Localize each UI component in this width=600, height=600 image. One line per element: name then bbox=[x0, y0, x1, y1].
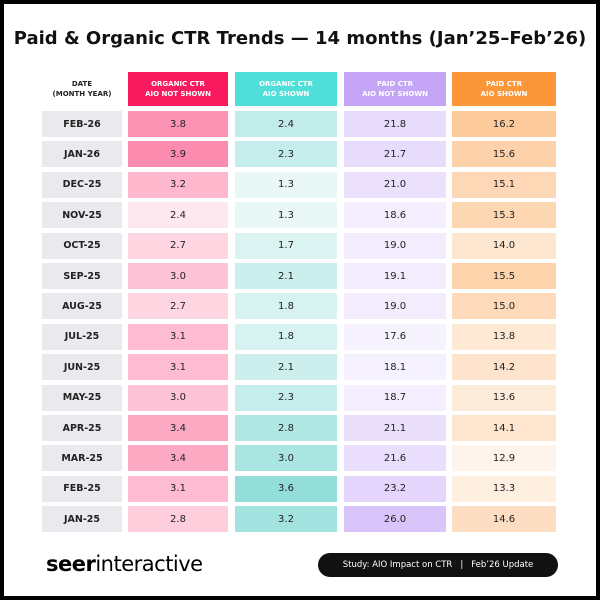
date-cell: SEP-25 bbox=[42, 263, 122, 289]
value-cell: 14.0 bbox=[452, 232, 556, 259]
logo-bold: seer bbox=[46, 552, 96, 576]
value-cell: 21.0 bbox=[344, 171, 446, 198]
date-cell: JAN-26 bbox=[42, 141, 122, 168]
value-cell: 12.9 bbox=[452, 445, 556, 472]
date-cell: FEB-26 bbox=[42, 111, 122, 137]
value-cell: 15.6 bbox=[452, 141, 556, 168]
header-line: AIO SHOWN bbox=[480, 90, 528, 98]
value-cell: 3.0 bbox=[128, 263, 228, 289]
value-cell: 19.0 bbox=[344, 293, 446, 320]
value-cell: 18.6 bbox=[344, 202, 446, 229]
value-cell: 15.3 bbox=[452, 202, 556, 229]
header-line: DATE bbox=[71, 80, 93, 88]
value-cell: 3.6 bbox=[235, 475, 337, 502]
date-cell: OCT-25 bbox=[42, 232, 122, 259]
value-cell: 3.1 bbox=[128, 323, 228, 350]
value-cell: 14.6 bbox=[452, 506, 556, 533]
value-cell: 21.6 bbox=[344, 445, 446, 472]
value-cell: 1.8 bbox=[235, 293, 337, 320]
value-cell: 2.4 bbox=[235, 111, 337, 137]
date-cell: AUG-25 bbox=[42, 293, 122, 320]
value-cell: 2.7 bbox=[128, 232, 228, 259]
value-cell: 13.3 bbox=[452, 475, 556, 502]
value-cell: 2.8 bbox=[235, 415, 337, 441]
date-cell: APR-25 bbox=[42, 415, 122, 441]
value-cell: 15.1 bbox=[452, 171, 556, 198]
value-cell: 15.5 bbox=[452, 263, 556, 289]
value-cell: 2.3 bbox=[235, 141, 337, 168]
value-cell: 2.1 bbox=[235, 263, 337, 289]
date-cell: FEB-25 bbox=[42, 475, 122, 502]
value-cell: 2.3 bbox=[235, 384, 337, 411]
title: Paid & Organic CTR Trends — 14 months (J… bbox=[13, 28, 587, 49]
column-header: PAID CTR AIO SHOWN bbox=[452, 72, 556, 106]
badge-separator: | bbox=[460, 560, 464, 570]
value-cell: 19.0 bbox=[344, 232, 446, 259]
value-cell: 3.1 bbox=[128, 475, 228, 502]
value-cell: 3.2 bbox=[128, 171, 228, 198]
date-cell: MAY-25 bbox=[42, 384, 122, 411]
value-cell: 1.3 bbox=[235, 202, 337, 229]
value-cell: 1.8 bbox=[235, 323, 337, 350]
column-header: ORGANIC CTR AIO SHOWN bbox=[235, 72, 337, 106]
column-header: PAID CTR AIO NOT SHOWN bbox=[344, 72, 446, 106]
value-cell: 21.7 bbox=[344, 141, 446, 168]
column-header: ORGANIC CTR AIO NOT SHOWN bbox=[128, 72, 228, 106]
value-cell: 3.2 bbox=[235, 506, 337, 533]
value-cell: 13.6 bbox=[452, 384, 556, 411]
value-cell: 3.0 bbox=[128, 384, 228, 411]
header-line: AIO SHOWN bbox=[262, 90, 310, 98]
value-cell: 18.7 bbox=[344, 384, 446, 411]
value-cell: 16.2 bbox=[452, 111, 556, 137]
value-cell: 3.9 bbox=[128, 141, 228, 168]
logo: seerinteractive bbox=[46, 552, 203, 576]
header-line: AIO NOT SHOWN bbox=[362, 90, 428, 98]
header-line: PAID CTR bbox=[376, 80, 414, 88]
header-line: ORGANIC CTR bbox=[259, 80, 313, 88]
value-cell: 2.7 bbox=[128, 293, 228, 320]
value-cell: 3.4 bbox=[128, 415, 228, 441]
value-cell: 3.0 bbox=[235, 445, 337, 472]
value-cell: 1.7 bbox=[235, 232, 337, 259]
value-cell: 3.8 bbox=[128, 111, 228, 137]
header-line: ORGANIC CTR bbox=[151, 80, 205, 88]
value-cell: 2.8 bbox=[128, 506, 228, 533]
value-cell: 19.1 bbox=[344, 263, 446, 289]
header-line: AIO NOT SHOWN bbox=[145, 90, 211, 98]
value-cell: 1.3 bbox=[235, 171, 337, 198]
badge-study: Study: AIO Impact on CTR bbox=[342, 560, 453, 570]
source-badge: Study: AIO Impact on CTR | Feb’26 Update bbox=[318, 553, 558, 577]
value-cell: 18.1 bbox=[344, 354, 446, 381]
date-cell: JUN-25 bbox=[42, 354, 122, 381]
date-cell: MAR-25 bbox=[42, 445, 122, 472]
value-cell: 15.0 bbox=[452, 293, 556, 320]
value-cell: 3.4 bbox=[128, 445, 228, 472]
value-cell: 2.4 bbox=[128, 202, 228, 229]
value-cell: 2.1 bbox=[235, 354, 337, 381]
value-cell: 14.2 bbox=[452, 354, 556, 381]
value-cell: 26.0 bbox=[344, 506, 446, 533]
badge-update: Feb’26 Update bbox=[471, 560, 534, 570]
value-cell: 23.2 bbox=[344, 475, 446, 502]
column-header: DATE (MONTH YEAR) bbox=[42, 72, 122, 106]
value-cell: 17.6 bbox=[344, 323, 446, 350]
value-cell: 14.1 bbox=[452, 415, 556, 441]
value-cell: 13.8 bbox=[452, 323, 556, 350]
value-cell: 21.1 bbox=[344, 415, 446, 441]
logo-regular: interactive bbox=[95, 552, 203, 576]
header-line: PAID CTR bbox=[485, 80, 523, 88]
header-line: (MONTH YEAR) bbox=[52, 90, 112, 98]
value-cell: 21.8 bbox=[344, 111, 446, 137]
date-cell: JUL-25 bbox=[42, 323, 122, 350]
date-cell: NOV-25 bbox=[42, 202, 122, 229]
date-cell: JAN-25 bbox=[42, 506, 122, 533]
value-cell: 3.1 bbox=[128, 354, 228, 381]
date-cell: DEC-25 bbox=[42, 171, 122, 198]
